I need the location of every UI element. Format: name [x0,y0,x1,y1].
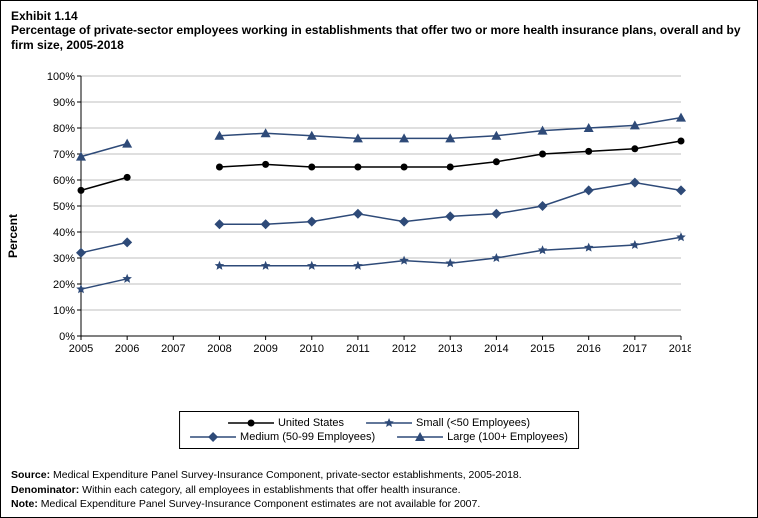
svg-text:2012: 2012 [392,343,416,355]
legend-label: Medium (50-99 Employees) [240,431,375,443]
svg-text:2013: 2013 [438,343,462,355]
svg-text:2011: 2011 [346,343,370,355]
svg-text:40%: 40% [53,227,75,239]
legend-label: Small (<50 Employees) [416,417,530,429]
legend: United States Small (<50 Employees) Mediu… [179,411,579,449]
svg-text:2009: 2009 [253,343,277,355]
y-axis-label: Percent [6,214,20,258]
svg-text:2005: 2005 [69,343,93,355]
svg-text:2014: 2014 [484,343,508,355]
title-block: Exhibit 1.14 Percentage of private-secto… [1,1,757,55]
svg-text:2017: 2017 [623,343,647,355]
line-chart: 0% 10% 20% 30% 40% 50% 60% 70% 80% 90% 100% 2005 200… [31,71,691,361]
legend-item: United States [228,416,344,430]
footer-denominator: Denominator: Within each category, all e… [11,483,747,497]
svg-text:80%: 80% [53,123,75,135]
legend-item: Small (<50 Employees) [366,416,530,430]
svg-text:20%: 20% [53,279,75,291]
svg-text:2006: 2006 [115,343,139,355]
svg-text:2008: 2008 [207,343,231,355]
svg-text:2010: 2010 [300,343,324,355]
svg-text:100%: 100% [47,71,75,83]
svg-text:2016: 2016 [576,343,600,355]
exhibit-title: Percentage of private-sector employees w… [11,23,747,53]
svg-text:30%: 30% [53,253,75,265]
legend-label: Large (100+ Employees) [447,431,568,443]
svg-text:2018: 2018 [669,343,691,355]
svg-text:2015: 2015 [530,343,554,355]
svg-text:2007: 2007 [161,343,185,355]
svg-text:50%: 50% [53,201,75,213]
chart-container: Percent 0%10%20%30%40%50%60%70%80%90%100… [31,71,731,401]
legend-item: Medium (50-99 Employees) [190,430,375,444]
svg-text:60%: 60% [53,175,75,187]
footer-notes: Source: Medical Expenditure Panel Survey… [11,468,747,511]
svg-text:90%: 90% [53,97,75,109]
legend-label: United States [278,417,344,429]
svg-text:0%: 0% [59,331,75,343]
legend-item: Large (100+ Employees) [397,430,568,444]
svg-text:70%: 70% [53,149,75,161]
exhibit-number: Exhibit 1.14 [11,9,747,23]
svg-text:10%: 10% [53,305,75,317]
footer-source: Source: Medical Expenditure Panel Survey… [11,468,747,482]
footer-note: Note: Medical Expenditure Panel Survey-I… [11,497,747,511]
